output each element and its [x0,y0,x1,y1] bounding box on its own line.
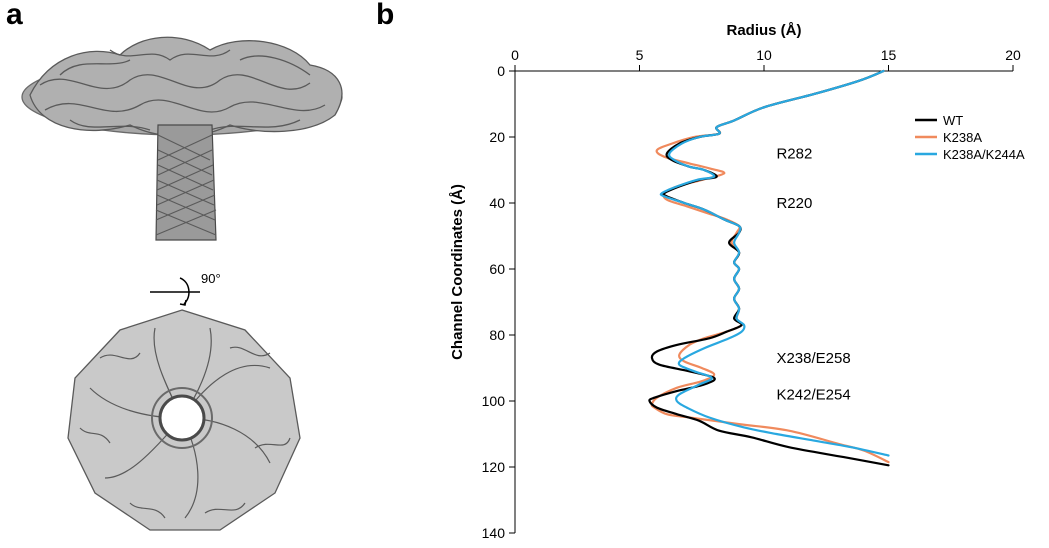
pore-radius-chart: 0 5 10 15 20 0 20 40 60 80 100 120 140 Radius (Å) Chan… [449,22,1025,541]
chart-series [648,69,890,467]
annotation-label: R220 [776,195,812,212]
panel-label-a: a [6,0,23,31]
barrel-lattice [155,134,217,236]
x-tick-label: 20 [1005,47,1021,63]
x-axis-title: Radius (Å) [727,22,802,39]
y-tick-label: 140 [482,525,506,541]
legend-label: WT [943,113,963,128]
chart-legend: WT K238A K238A/K244A [915,113,1025,162]
y-tick-label: 80 [489,327,505,343]
series-line-k238a-k244a [659,69,890,457]
x-tick-label: 0 [511,47,519,63]
y-tick-label: 60 [489,261,505,277]
protein-side-view-image [21,36,343,241]
annotation-label: X238/E258 [776,350,850,367]
y-tick-label: 0 [497,63,505,79]
legend-label: K238A [943,130,982,145]
chart-axes: 0 5 10 15 20 0 20 40 60 80 100 120 140 Radius (Å) Chan… [449,22,1021,541]
x-tick-label: 15 [881,47,897,63]
y-tick-label: 40 [489,195,505,211]
y-tick-label: 120 [482,459,506,475]
panel-label-b: b [376,0,395,31]
cap-ribbons [21,36,343,137]
protein-top-view-image [67,277,301,531]
y-axis-title: Channel Coordinates (Å) [449,184,466,360]
legend-label: K238A/K244A [943,147,1025,162]
chart-annotations: R282 R220 X238/E258 K242/E254 [776,146,850,404]
pore-lumen [158,394,206,442]
y-tick-label: 20 [489,129,505,145]
rotation-label: 90° [201,271,221,286]
annotation-label: R282 [776,146,812,163]
rotation-arrow-icon [150,277,200,306]
annotation-label: K242/E254 [776,386,850,403]
series-line-k238a [650,69,890,464]
x-tick-label: 10 [756,47,772,63]
x-tick-label: 5 [636,47,644,63]
y-tick-label: 100 [482,393,506,409]
